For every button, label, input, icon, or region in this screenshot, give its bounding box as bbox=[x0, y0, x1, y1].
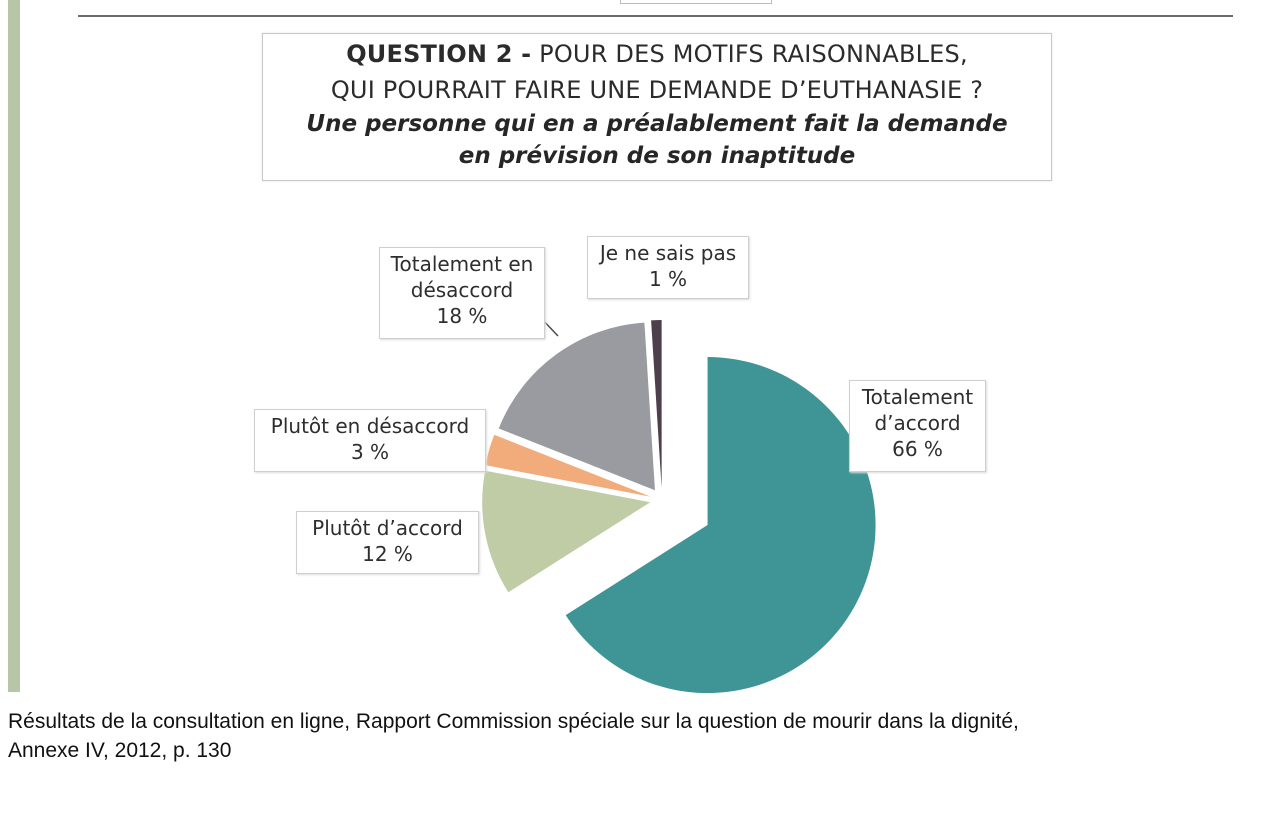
top-tab bbox=[620, 0, 772, 4]
source-caption-line-1: Résultats de la consultation en ligne, R… bbox=[8, 710, 1019, 733]
question-number: QUESTION 2 - bbox=[346, 40, 532, 68]
slice-label-text: Totalement en bbox=[390, 252, 534, 276]
slice-label-ne-sais-pas: Je ne sais pas 1 % bbox=[587, 236, 749, 299]
chart-title-box: QUESTION 2 - POUR DES MOTIFS RAISONNABLE… bbox=[262, 33, 1052, 181]
slice-percent: 3 % bbox=[350, 440, 390, 464]
slice-label-totalement-desaccord: Totalement en désaccord 18 % bbox=[379, 247, 545, 339]
slice-percent: 1 % bbox=[648, 267, 688, 291]
slice-label-text: Plutôt d’accord bbox=[312, 516, 463, 540]
pie-slices bbox=[482, 320, 876, 694]
chart-subtitle-line-2: en prévision de son inaptitude bbox=[458, 143, 856, 169]
pie-slice-ne-sais-pas bbox=[651, 320, 662, 489]
chart-title-line-1: QUESTION 2 - POUR DES MOTIFS RAISONNABLE… bbox=[263, 36, 1051, 72]
chart-subtitle-line-1: Une personne qui en a préalablement fait… bbox=[306, 111, 1008, 137]
slice-label-text: Plutôt en désaccord bbox=[270, 414, 470, 438]
slice-label-text: désaccord bbox=[410, 278, 514, 302]
chart-title-line-2: QUI POURRAIT FAIRE UNE DEMANDE D’EUTHANA… bbox=[330, 76, 984, 104]
question-text: POUR DES MOTIFS RAISONNABLES, bbox=[539, 40, 968, 68]
slice-label-totalement-accord: Totalement d’accord 66 % bbox=[849, 380, 986, 472]
slice-label-text: d’accord bbox=[874, 411, 961, 435]
slice-label-plutot-desaccord: Plutôt en désaccord 3 % bbox=[254, 409, 486, 472]
pie-slice-totalement-accord bbox=[565, 357, 876, 694]
slice-percent: 18 % bbox=[436, 304, 488, 328]
slice-label-plutot-accord: Plutôt d’accord 12 % bbox=[296, 511, 479, 574]
top-rule bbox=[78, 15, 1233, 17]
pie-slice-totalement-desaccord bbox=[498, 322, 655, 491]
green-side-bar bbox=[8, 0, 20, 692]
slice-label-text: Totalement bbox=[861, 385, 974, 409]
slice-percent: 12 % bbox=[362, 542, 413, 566]
source-caption: Résultats de la consultation en ligne, R… bbox=[8, 707, 1268, 765]
pie-slice-plutot-accord bbox=[482, 470, 651, 593]
slice-label-text: Je ne sais pas bbox=[599, 241, 737, 265]
pie-slice-plutot-desaccord bbox=[485, 434, 651, 497]
source-caption-line-2: Annexe IV, 2012, p. 130 bbox=[8, 739, 232, 762]
slice-percent: 66 % bbox=[892, 437, 943, 461]
